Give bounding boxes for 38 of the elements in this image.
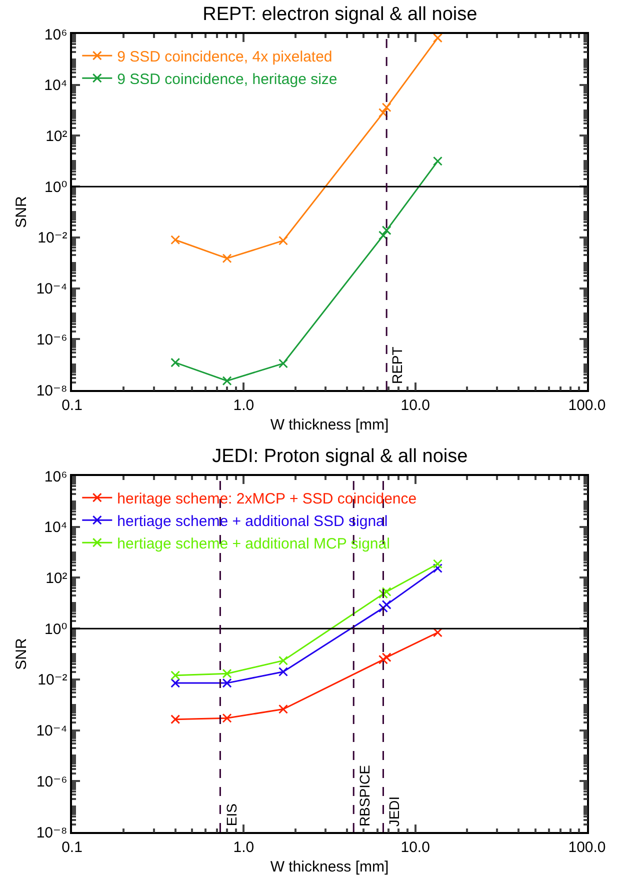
x-tick-label: 100.0 xyxy=(568,838,606,856)
legend-label: 9 SSD coincidence, 4x pixelated xyxy=(117,48,332,66)
x-tick-label: 10.0 xyxy=(400,838,430,856)
y-tick-label: 10⁰ xyxy=(44,178,68,196)
y-tick-label: 10² xyxy=(46,128,68,145)
chart-title: REPT: electron signal & all noise xyxy=(202,4,478,25)
y-tick-label: 10⁻⁶ xyxy=(36,331,68,348)
legend-label: hertiage scheme + additional MCP signal xyxy=(117,535,390,552)
ref-line-label: EIS xyxy=(223,804,240,826)
ref-line-label: REPT xyxy=(389,346,406,384)
y-axis-title: SNR xyxy=(12,638,30,670)
x-tick-label: 0.1 xyxy=(62,396,82,414)
legend-label: 9 SSD coincidence, heritage size xyxy=(117,70,338,88)
chart-title: JEDI: Proton signal & all noise xyxy=(212,446,468,467)
x-tick-label: 0.1 xyxy=(62,838,82,856)
x-tick-label: 1.0 xyxy=(233,838,254,856)
y-tick-label: 10⁻⁶ xyxy=(36,773,68,790)
y-tick-label: 10⁻⁴ xyxy=(36,722,68,740)
y-tick-label: 10⁻⁸ xyxy=(36,824,68,842)
legend-label: heritage scheme: 2xMCP + SSD coincidence xyxy=(117,490,417,508)
x-tick-label: 100.0 xyxy=(568,396,606,414)
x-axis-title: W thickness [mm] xyxy=(270,416,389,434)
y-tick-label: 10⁰ xyxy=(44,620,68,638)
y-tick-label: 10² xyxy=(46,570,68,587)
y-tick-label: 10⁶ xyxy=(44,468,68,486)
x-tick-label: 10.0 xyxy=(400,396,430,414)
y-tick-label: 10⁶ xyxy=(44,26,68,44)
y-tick-label: 10⁴ xyxy=(44,519,68,536)
y-tick-label: 10⁻⁴ xyxy=(36,280,68,298)
x-axis-title: W thickness [mm] xyxy=(270,858,389,876)
y-tick-label: 10⁻² xyxy=(38,230,68,247)
x-tick-label: 1.0 xyxy=(233,396,254,414)
ref-line-label: RBSPICE xyxy=(356,765,373,827)
ref-line-label: JEDI xyxy=(386,796,402,827)
y-axis-title: SNR xyxy=(12,196,30,228)
y-tick-label: 10⁻⁸ xyxy=(36,382,68,400)
y-tick-label: 10⁻² xyxy=(38,672,68,689)
y-tick-label: 10⁴ xyxy=(44,77,68,94)
